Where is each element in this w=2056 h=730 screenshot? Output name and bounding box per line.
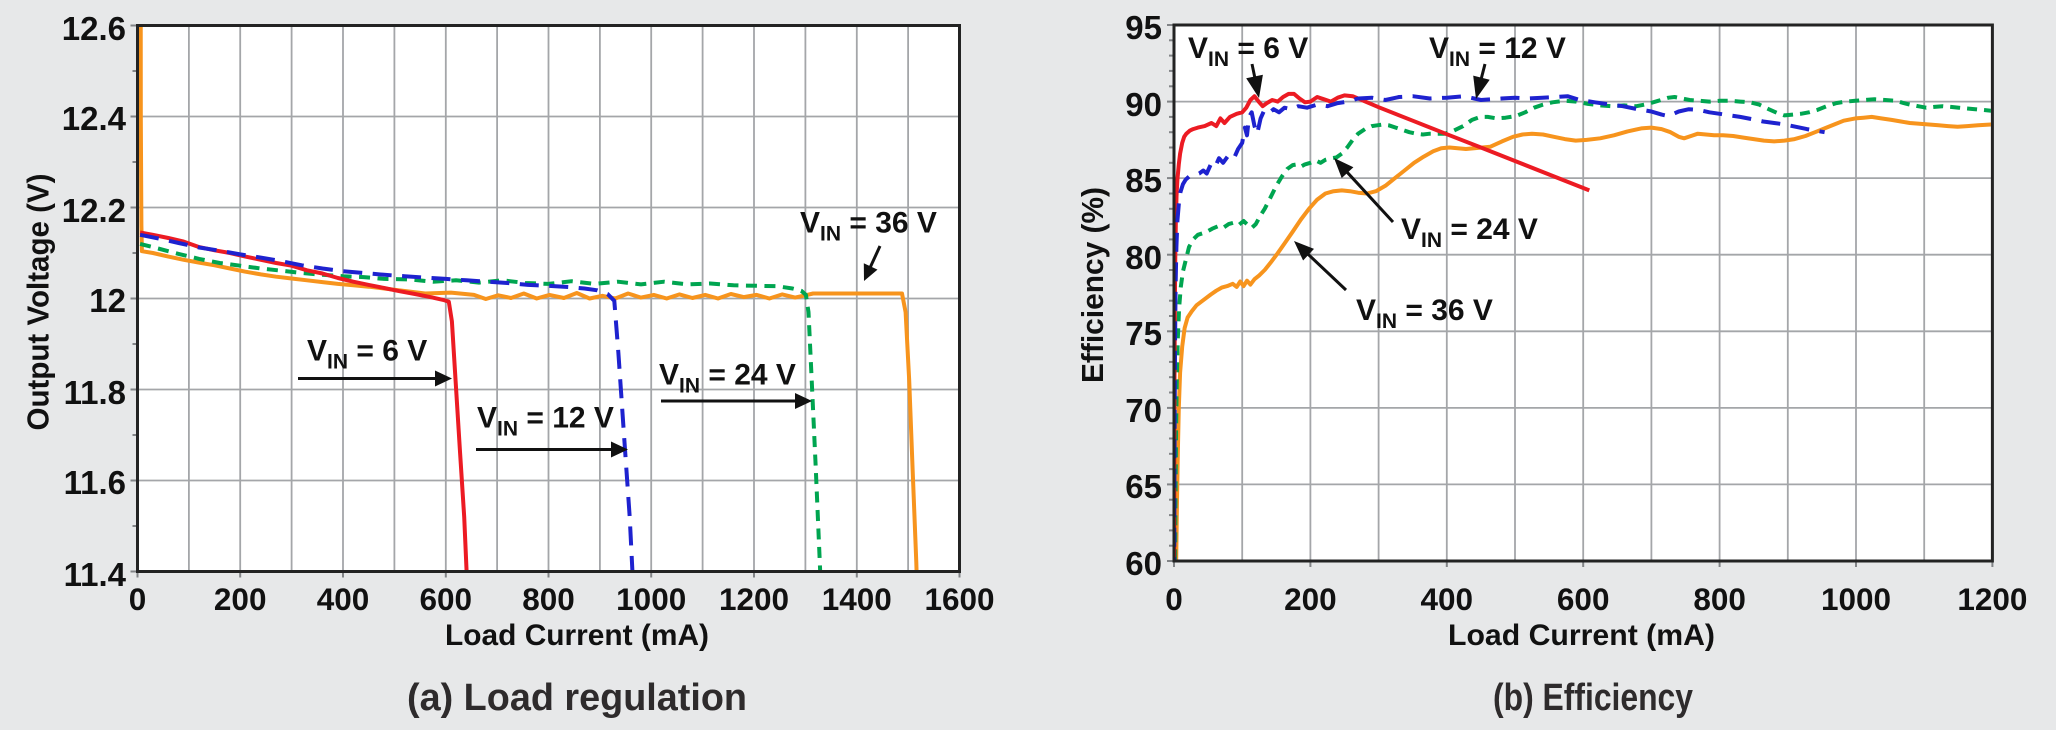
svg-text:12.6: 12.6 xyxy=(62,10,126,47)
svg-text:200: 200 xyxy=(1284,581,1337,617)
svg-text:65: 65 xyxy=(1125,468,1162,505)
svg-text:0: 0 xyxy=(1165,581,1183,617)
svg-text:75: 75 xyxy=(1125,315,1162,352)
svg-text:1200: 1200 xyxy=(719,581,789,617)
svg-text:400: 400 xyxy=(1421,581,1474,617)
svg-text:12.2: 12.2 xyxy=(62,192,126,229)
svg-text:Output Voltage (V): Output Voltage (V) xyxy=(21,174,56,431)
svg-text:Efficiency (%): Efficiency (%) xyxy=(1075,187,1110,383)
svg-text:95: 95 xyxy=(1125,9,1162,46)
svg-text:Load Current (mA): Load Current (mA) xyxy=(445,619,709,652)
svg-text:(a) Load regulation: (a) Load regulation xyxy=(407,677,747,719)
svg-text:1600: 1600 xyxy=(924,581,994,617)
svg-text:600: 600 xyxy=(1557,581,1610,617)
svg-text:800: 800 xyxy=(1693,581,1746,617)
svg-text:800: 800 xyxy=(522,581,575,617)
svg-text:1400: 1400 xyxy=(822,581,892,617)
svg-text:Load Current (mA): Load Current (mA) xyxy=(1448,619,1715,652)
svg-text:1000: 1000 xyxy=(1821,581,1891,617)
svg-text:1200: 1200 xyxy=(1957,581,2027,617)
svg-text:200: 200 xyxy=(214,581,267,617)
svg-text:1000: 1000 xyxy=(616,581,686,617)
svg-text:11.4: 11.4 xyxy=(64,556,127,593)
svg-text:11.8: 11.8 xyxy=(64,374,126,411)
svg-text:11.6: 11.6 xyxy=(64,464,126,501)
svg-text:VIN = 24 V: VIN = 24 V xyxy=(1401,213,1538,252)
svg-text:12.4: 12.4 xyxy=(62,100,127,137)
svg-text:90: 90 xyxy=(1125,86,1162,123)
svg-text:80: 80 xyxy=(1125,239,1162,276)
svg-text:70: 70 xyxy=(1125,392,1162,429)
svg-text:60: 60 xyxy=(1125,545,1162,582)
svg-text:85: 85 xyxy=(1125,162,1162,199)
svg-text:400: 400 xyxy=(317,581,370,617)
svg-text:12: 12 xyxy=(89,282,126,319)
svg-text:600: 600 xyxy=(420,581,473,617)
svg-text:(b) Efficiency: (b) Efficiency xyxy=(1493,677,1693,719)
svg-text:0: 0 xyxy=(129,581,147,617)
